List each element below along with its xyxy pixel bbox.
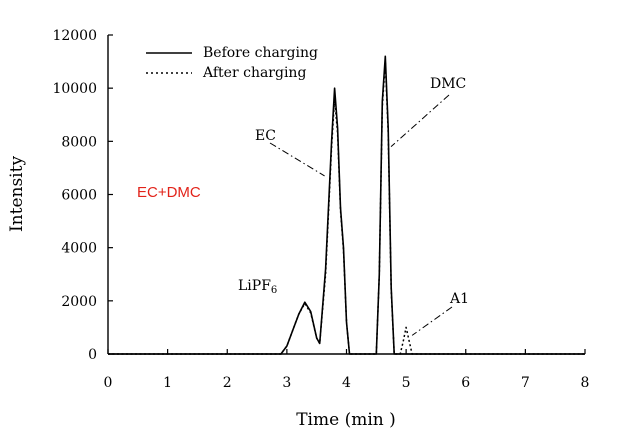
annotation-dmc: DMC [430,76,466,92]
x-tick-label: 8 [581,375,590,391]
y-tick-label: 6000 [61,188,97,204]
y-tick-label: 12000 [52,28,97,44]
annotation-a1: A1 [449,291,469,307]
annotation-layer: EC DMC LiPF6 A1 [238,76,469,336]
y-axis-label: Intensity [7,156,27,232]
annotation-lipf6: LiPF6 [238,278,277,296]
x-axis-ticks: 0 1 2 3 4 5 6 7 8 [104,349,590,391]
annotation-ec-leader [269,142,325,177]
y-tick-label: 10000 [52,81,97,97]
x-tick-label: 6 [461,375,470,391]
x-tick-label: 2 [223,375,232,391]
y-tick-label: 8000 [61,134,97,150]
y-tick-label: 4000 [61,241,97,257]
x-tick-label: 5 [402,375,411,391]
legend-label-before: Before charging [203,45,318,61]
x-tick-label: 1 [163,375,172,391]
inset-label: EC+DMC [137,184,201,201]
y-axis-ticks: 0 2000 4000 6000 8000 10000 12000 [52,28,113,363]
y-tick-label: 2000 [61,294,97,310]
series-layer [108,55,585,355]
y-tick-label: 0 [88,347,97,363]
annotation-dmc-leader [390,94,450,148]
legend-label-after: After charging [202,65,306,81]
x-axis-label: Time (min ) [296,410,396,430]
annotation-a1-leader [411,306,453,336]
x-tick-label: 3 [282,375,291,391]
series-line-after-charging [108,60,585,355]
x-tick-label: 7 [521,375,530,391]
x-tick-label: 4 [342,375,351,391]
legend: Before charging After charging [146,45,318,81]
x-tick-label: 0 [104,375,113,391]
annotation-ec: EC [255,128,276,144]
series-line-before-charging [108,55,585,355]
